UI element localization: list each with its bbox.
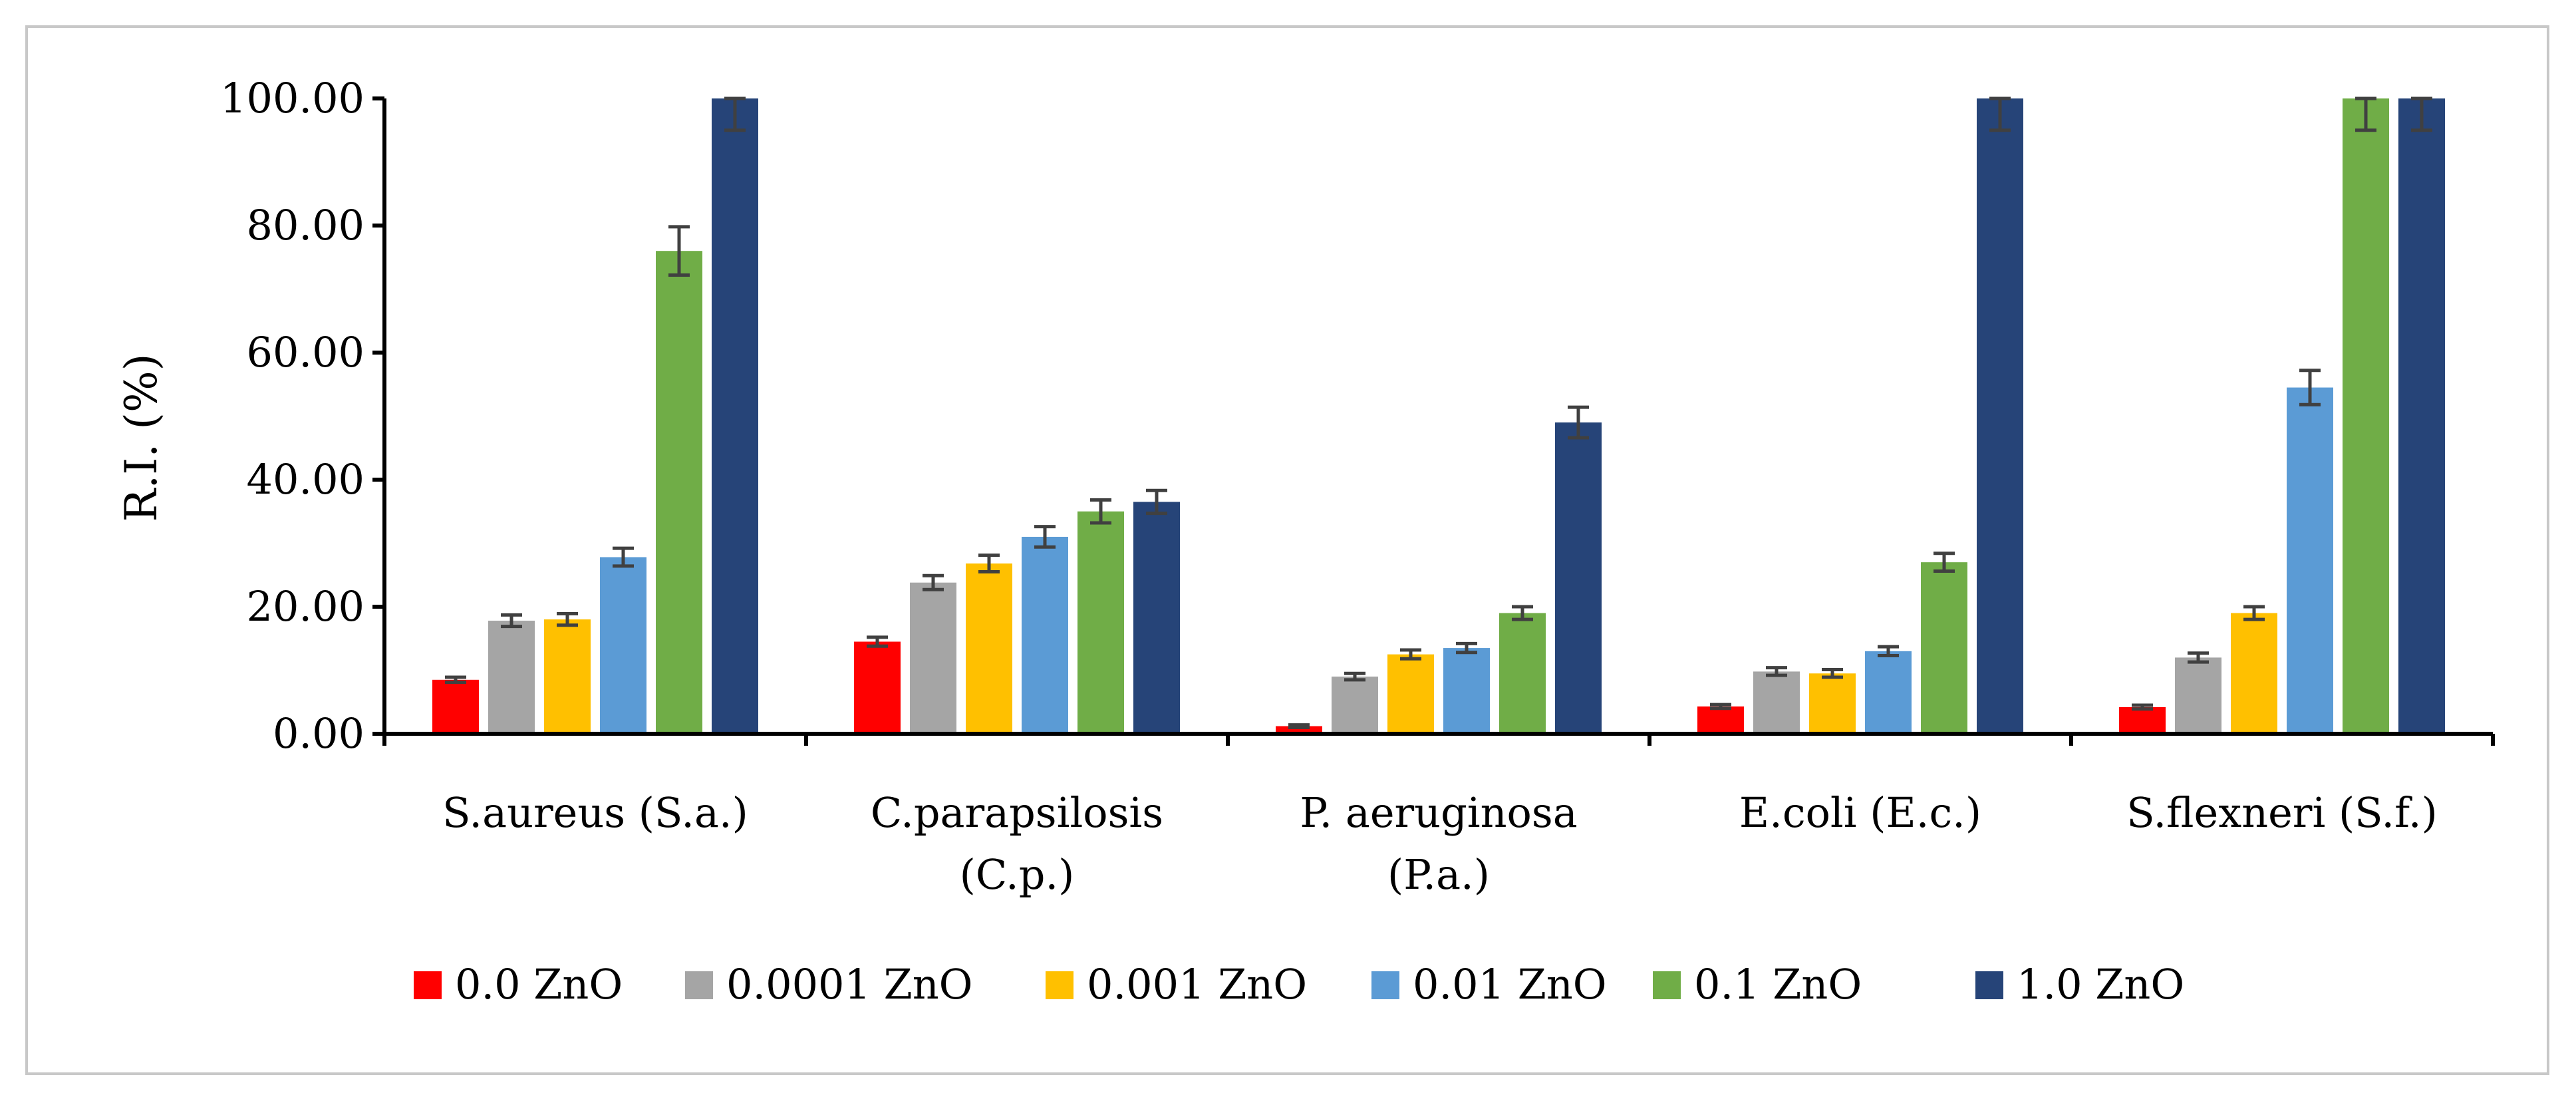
y-axis-label: R.I. (%) [116,354,167,522]
y-ticks: 0.00 20.00 40.00 60.00 80.00 100.00 [220,74,384,758]
error-bar [1989,96,2011,132]
legend-swatch [414,971,442,999]
bar-0-1-zno-4 [2343,98,2389,734]
bar-0-001-zno-4 [2231,613,2277,734]
x-category-label: S.flexneri (S.f.) [2126,788,2438,837]
x-category-label: S.aureus (S.a.) [442,788,748,837]
chart-frame [25,25,2549,1075]
error-bar [2188,651,2209,664]
bar-1-0-zno-3 [1977,98,2023,734]
bar-0-0001-zno-1 [910,582,956,734]
bar-0-1-zno-0 [656,251,702,734]
x-category-labels: S.aureus (S.a.) C.parapsilosis (C.p.) P. ae… [442,788,2438,899]
bar-0-001-zno-2 [1387,654,1434,734]
bar-1-0-zno-0 [712,98,758,734]
error-bar [1146,488,1167,516]
error-bar [1710,703,1731,710]
error-bar [2243,605,2265,621]
error-bar [867,635,888,648]
bar-0-01-zno-3 [1865,651,1912,734]
error-bar [668,225,690,277]
error-bar [724,96,746,132]
bar-0-0-zno-2 [1276,726,1322,734]
error-bar [1822,668,1843,679]
legend-label: 0.1 ZnO [1694,960,1862,1009]
error-bar [1933,551,1955,573]
legend-label: 0.0001 ZnO [726,960,973,1009]
bar-0-0-zno-3 [1697,706,1744,734]
y-tick-label: 40.00 [247,455,365,504]
error-bar [2355,96,2376,132]
y-tick-label: 80.00 [247,201,365,249]
error-bar [1766,666,1787,677]
legend-swatch [685,971,713,999]
error-bar [1288,723,1310,729]
y-tick-label: 100.00 [220,74,364,122]
legend-label: 0.001 ZnO [1087,960,1307,1009]
axes [382,98,2495,746]
error-bar [1400,648,1421,661]
y-tick-label: 20.00 [247,582,365,631]
legend-label: 0.0 ZnO [455,960,623,1009]
error-bars [445,96,2432,729]
x-category-label: C.parapsilosis [871,788,1163,837]
y-tick-label: 0.00 [273,709,364,758]
bar-0-0001-zno-2 [1332,677,1378,734]
bar-0-0001-zno-4 [2175,657,2221,734]
y-tick-label: 60.00 [247,328,365,377]
error-bar [501,613,522,629]
bars [432,98,2445,734]
bar-0-0-zno-1 [854,641,901,734]
bar-0-0-zno-4 [2119,707,2166,734]
bar-0-0001-zno-0 [488,621,535,734]
x-category-label: (P.a.) [1387,850,1490,899]
x-category-label: (C.p.) [960,850,1075,899]
bar-0-1-zno-3 [1921,562,1967,734]
error-bar [2132,703,2153,711]
error-bar [1512,605,1533,621]
bar-1-0-zno-4 [2398,98,2445,734]
bar-0-1-zno-2 [1499,613,1546,734]
legend-label: 0.01 ZnO [1413,960,1607,1009]
legend: 0.0 ZnO 0.0001 ZnO 0.001 ZnO 0.01 ZnO 0.1 Zn… [414,960,2184,1009]
bar-0-001-zno-1 [966,563,1012,734]
error-bar [923,573,944,591]
error-bar [1568,405,1589,440]
error-bar [1344,671,1365,682]
error-bar [557,612,578,627]
bar-0-01-zno-2 [1443,648,1490,734]
error-bar [1456,641,1477,655]
bar-0-01-zno-0 [600,557,646,734]
bar-0-0-zno-0 [432,679,479,734]
legend-swatch [1046,971,1073,999]
error-bar [2411,96,2432,132]
bar-0-01-zno-4 [2287,387,2333,734]
legend-label: 1.0 ZnO [2017,960,2184,1009]
bar-1-0-zno-2 [1555,422,1602,734]
bar-0-0001-zno-3 [1753,671,1800,734]
bar-1-0-zno-1 [1133,502,1180,734]
legend-swatch [1653,971,1681,999]
error-bar [1034,525,1056,549]
x-category-label: P. aeruginosa [1300,788,1577,837]
x-category-label: E.coli (E.c.) [1739,788,1981,837]
error-bar [613,546,634,568]
bar-0-01-zno-1 [1022,536,1068,734]
error-bar [1878,645,1899,658]
bar-0-001-zno-3 [1809,673,1856,734]
bar-0-1-zno-1 [1077,511,1124,734]
error-bar [978,553,1000,573]
bar-0-001-zno-0 [544,619,591,734]
error-bar [445,675,466,685]
error-bar [1090,498,1111,525]
error-bar [2299,369,2321,406]
legend-swatch [1371,971,1399,999]
legend-swatch [1975,971,2003,999]
